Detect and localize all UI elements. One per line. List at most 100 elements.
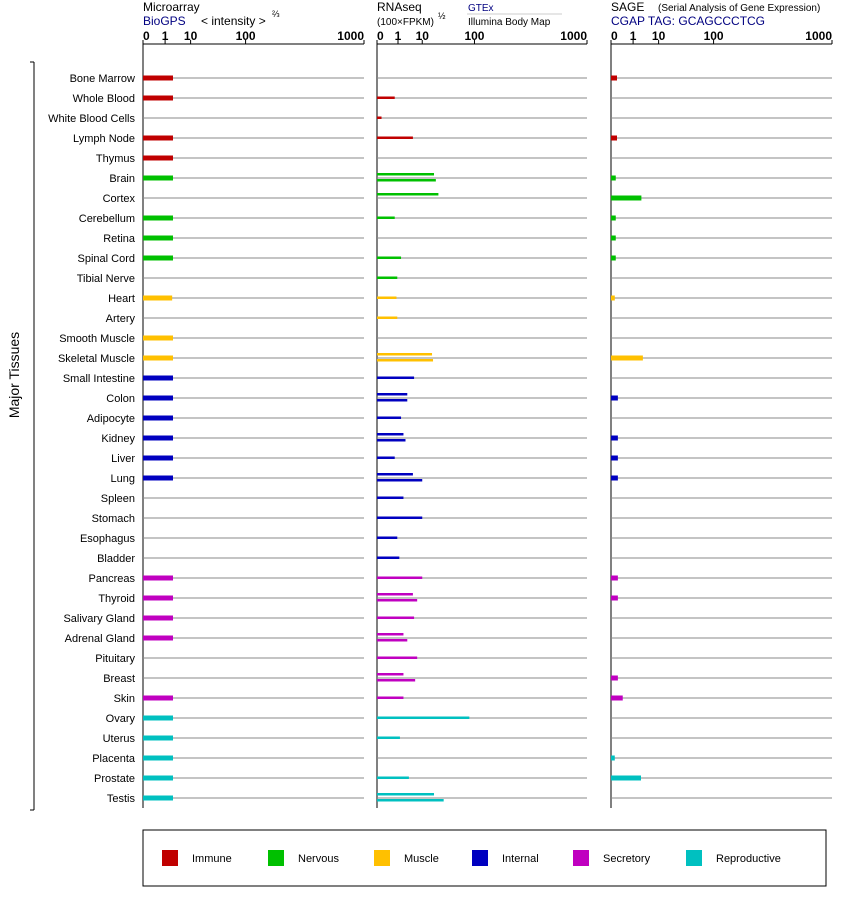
tissue-row: Small Intestine [63, 373, 832, 385]
cgap-tag-link[interactable]: CGAP TAG: GCAGCCCTCG [611, 14, 765, 28]
tissue-label: Testis [107, 793, 136, 805]
tick-label: 0 [611, 29, 618, 43]
bar-gtex [377, 193, 439, 196]
tissue-label: Bladder [97, 553, 135, 565]
bar-illumina [377, 296, 397, 299]
legend-swatch [162, 850, 178, 866]
tissue-row: Salivary Gland [63, 613, 832, 625]
tick-label: 0 [143, 29, 150, 43]
bar-illumina [377, 556, 400, 559]
illumina-body-map-link[interactable]: Illumina Body Map [468, 17, 551, 28]
bar-illumina [377, 576, 423, 579]
bar-illumina [377, 256, 402, 259]
tissue-label: Skeletal Muscle [58, 353, 135, 365]
bar-illumina [377, 399, 408, 402]
tissue-label: Adipocyte [87, 413, 135, 425]
tissue-label: Brain [109, 173, 135, 185]
tissue-label: Lung [111, 473, 135, 485]
tissue-row: Colon [106, 393, 832, 405]
rnaseq-title: RNAseq [377, 0, 422, 14]
bar-gtex [377, 353, 433, 356]
tissue-row: Spleen [101, 493, 832, 505]
rnaseq-header: RNAseq (100×FPKM) ½ GTEx Illumina Body M… [377, 0, 562, 28]
tissue-label: Liver [111, 453, 135, 465]
gtex-link[interactable]: GTEx [468, 3, 494, 14]
tissue-label: Adrenal Gland [65, 633, 135, 645]
rnaseq-exponent: ½ [438, 11, 446, 21]
tissue-label: Salivary Gland [63, 613, 135, 625]
bar-illumina [377, 599, 418, 602]
tissue-row: Adrenal Gland [65, 633, 832, 645]
bar-sage [611, 475, 618, 481]
tick-label: 1 [630, 29, 637, 43]
tick-label: 10 [184, 29, 198, 43]
panel-micro: 0 1 10 100 1000 [142, 29, 365, 808]
bar-microarray [143, 735, 173, 741]
bar-gtex [377, 793, 435, 796]
rnaseq-metric: (100×FPKM) [377, 17, 434, 28]
legend-item-muscle: Muscle [374, 850, 439, 866]
bar-illumina [377, 116, 382, 119]
bar-sage [611, 695, 623, 701]
bar-gtex [377, 433, 404, 436]
bar-illumina [377, 716, 470, 719]
bar-sage [611, 235, 616, 241]
microarray-metric: < intensity > [201, 14, 266, 28]
tissue-row: Testis [107, 793, 832, 805]
bar-microarray [143, 75, 173, 81]
bar-gtex [377, 173, 435, 176]
tissue-label: Cortex [103, 193, 136, 205]
bar-sage [611, 455, 618, 461]
bar-microarray [143, 795, 173, 801]
tissue-label: Whole Blood [73, 93, 135, 105]
bar-sage [611, 675, 618, 681]
legend-label: Reproductive [716, 853, 781, 865]
tissue-label: Kidney [101, 433, 135, 445]
bar-illumina [377, 776, 409, 779]
tissue-label: Artery [106, 313, 136, 325]
bar-microarray [143, 175, 173, 181]
tissue-row: Thymus [96, 153, 832, 165]
bar-sage [611, 135, 617, 141]
bar-illumina [377, 679, 416, 682]
bar-illumina [377, 416, 402, 419]
tissue-label: Thymus [96, 153, 136, 165]
bar-illumina [377, 316, 398, 319]
legend-swatch [268, 850, 284, 866]
bar-microarray [143, 415, 173, 421]
bar-sage [611, 355, 643, 361]
tissue-row: Uterus [103, 733, 832, 745]
bar-sage [611, 175, 616, 181]
bar-illumina [377, 359, 434, 362]
tissue-row: Breast [103, 673, 832, 685]
tissue-label: Pituitary [95, 653, 135, 665]
tissue-row: Spinal Cord [78, 253, 832, 265]
legend: Immune Nervous Muscle Internal Secretory Repr… [162, 850, 781, 866]
tick-label: 100 [704, 29, 724, 43]
legend-item-secretory: Secretory [573, 850, 651, 866]
legend-item-reproductive: Reproductive [686, 850, 781, 866]
legend-label: Nervous [298, 853, 339, 865]
bar-microarray [143, 375, 173, 381]
tick-label: 1 [162, 29, 169, 43]
bar-microarray [143, 155, 173, 161]
tick-label: 10 [652, 29, 666, 43]
bar-sage [611, 395, 618, 401]
tissue-row: Stomach [92, 513, 832, 525]
bar-illumina [377, 96, 395, 99]
bar-sage [611, 215, 616, 221]
bar-sage [611, 775, 641, 781]
bar-microarray [143, 695, 173, 701]
panels: 0 1 10 100 1000 0 1 10 100 1000 0 1 10 100 1000 [142, 29, 833, 808]
tissue-row: Lung [111, 473, 832, 485]
tissue-row: Liver [111, 453, 832, 465]
biogps-link[interactable]: BioGPS [143, 14, 186, 28]
legend-item-immune: Immune [162, 850, 232, 866]
bar-microarray [143, 475, 173, 481]
sage-subtitle: (Serial Analysis of Gene Expression) [658, 3, 820, 14]
bar-microarray [143, 435, 173, 441]
tissue-row: Cortex [103, 193, 832, 205]
tick-label: 1000 [805, 29, 832, 43]
bar-microarray [143, 775, 173, 781]
tissue-row: Bone Marrow [70, 73, 832, 85]
